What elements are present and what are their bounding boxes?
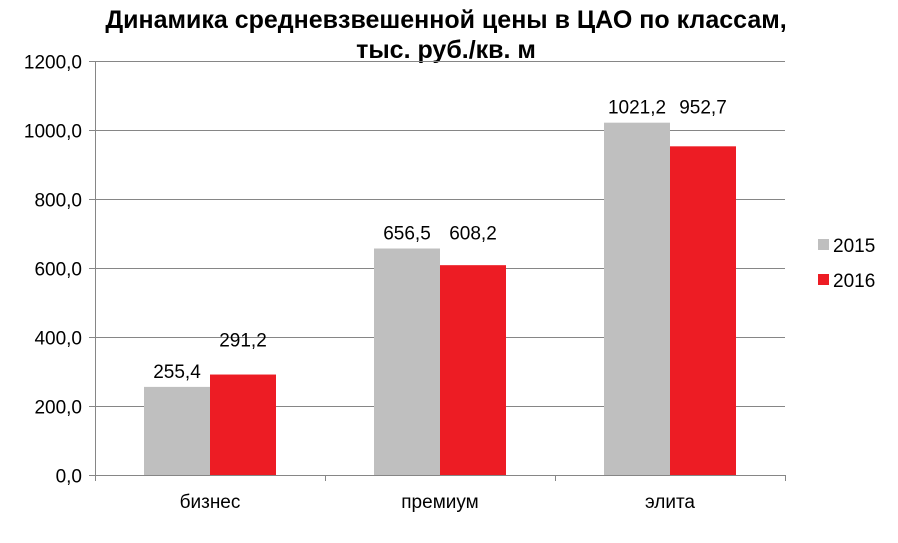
- legend-label: 2015: [833, 236, 875, 257]
- x-tick-label: элита: [645, 492, 695, 513]
- y-tick-label: 1200,0: [24, 53, 82, 74]
- legend-label: 2016: [833, 271, 875, 292]
- data-label: 608,2: [449, 224, 497, 245]
- bar-2015-3: [604, 122, 670, 475]
- chart-title: Динамика средневзвешенной цены в ЦАО по …: [105, 6, 786, 34]
- bar-2016-1: [210, 374, 276, 475]
- x-tick-label: бизнес: [180, 492, 241, 513]
- legend-swatch-2015: [818, 239, 829, 250]
- bars: [144, 122, 736, 476]
- y-tick-label: 600,0: [34, 260, 82, 281]
- y-tick-label: 0,0: [56, 467, 82, 488]
- bar-2015-1: [144, 386, 210, 475]
- y-tick-label: 800,0: [34, 191, 82, 212]
- data-labels: 255,4 656,5 1021,2 291,2 608,2 952,7: [153, 98, 727, 383]
- bar-2015-2: [374, 248, 440, 475]
- data-label: 952,7: [679, 98, 727, 119]
- legend: 2015 2016: [818, 236, 875, 292]
- data-label: 1021,2: [608, 98, 666, 119]
- data-label: 291,2: [219, 331, 267, 352]
- data-label: 255,4: [153, 362, 201, 383]
- legend-swatch-2016: [818, 274, 829, 285]
- y-tick-label: 200,0: [34, 398, 82, 419]
- chart-subtitle: тыс. руб./кв. м: [356, 36, 536, 64]
- bar-2016-3: [670, 146, 736, 476]
- y-tick-label: 1000,0: [24, 122, 82, 143]
- bar-2016-2: [440, 265, 506, 475]
- axes: 0,0 200,0 400,0 600,0 800,0 1000,0 1200,0 бизне…: [24, 53, 786, 513]
- y-tick-label: 400,0: [34, 329, 82, 350]
- x-tick-label: премиум: [401, 492, 478, 513]
- data-label: 656,5: [383, 224, 431, 245]
